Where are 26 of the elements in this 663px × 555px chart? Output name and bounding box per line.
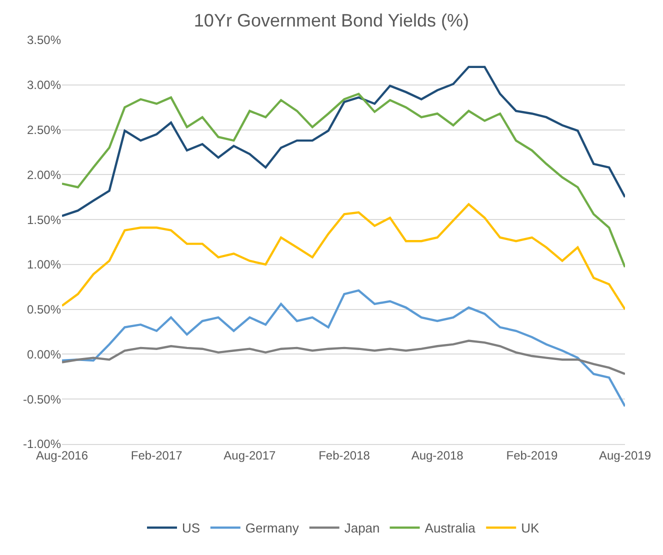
y-tick-label: 0.00%: [26, 347, 62, 362]
y-tick-label: -0.50%: [22, 392, 62, 406]
x-tick-label: Aug-2019: [598, 448, 652, 462]
y-tick-label: 2.00%: [26, 168, 62, 182]
x-tick-label: Aug-2017: [224, 448, 276, 462]
line-series: [62, 66, 625, 218]
y-tick-label: 3.00%: [26, 78, 62, 92]
chart-title: 10Yr Government Bond Yields (%): [194, 10, 470, 30]
x-tick-label: Feb-2017: [130, 448, 183, 462]
x-tick-label: Aug-2018: [411, 448, 464, 462]
legend-label: UK: [521, 520, 540, 536]
y-tick-label: 2.50%: [26, 122, 62, 137]
line-series: [62, 92, 625, 268]
legend-label: Australia: [424, 520, 476, 536]
legend-label: US: [182, 520, 200, 536]
line-series: [62, 289, 625, 408]
x-tick-label: Feb-2019: [506, 448, 558, 462]
y-tick-label: 1.50%: [26, 212, 62, 227]
legend-label: Germany: [245, 520, 300, 536]
y-tick-label: 3.50%: [26, 33, 62, 48]
line-series: [62, 203, 625, 310]
x-tick-label: Feb-2018: [318, 448, 370, 462]
y-tick-label: 1.00%: [26, 258, 62, 272]
y-tick-label: 0.50%: [26, 302, 62, 317]
line-series: [62, 340, 625, 376]
legend-label: Japan: [344, 520, 380, 536]
